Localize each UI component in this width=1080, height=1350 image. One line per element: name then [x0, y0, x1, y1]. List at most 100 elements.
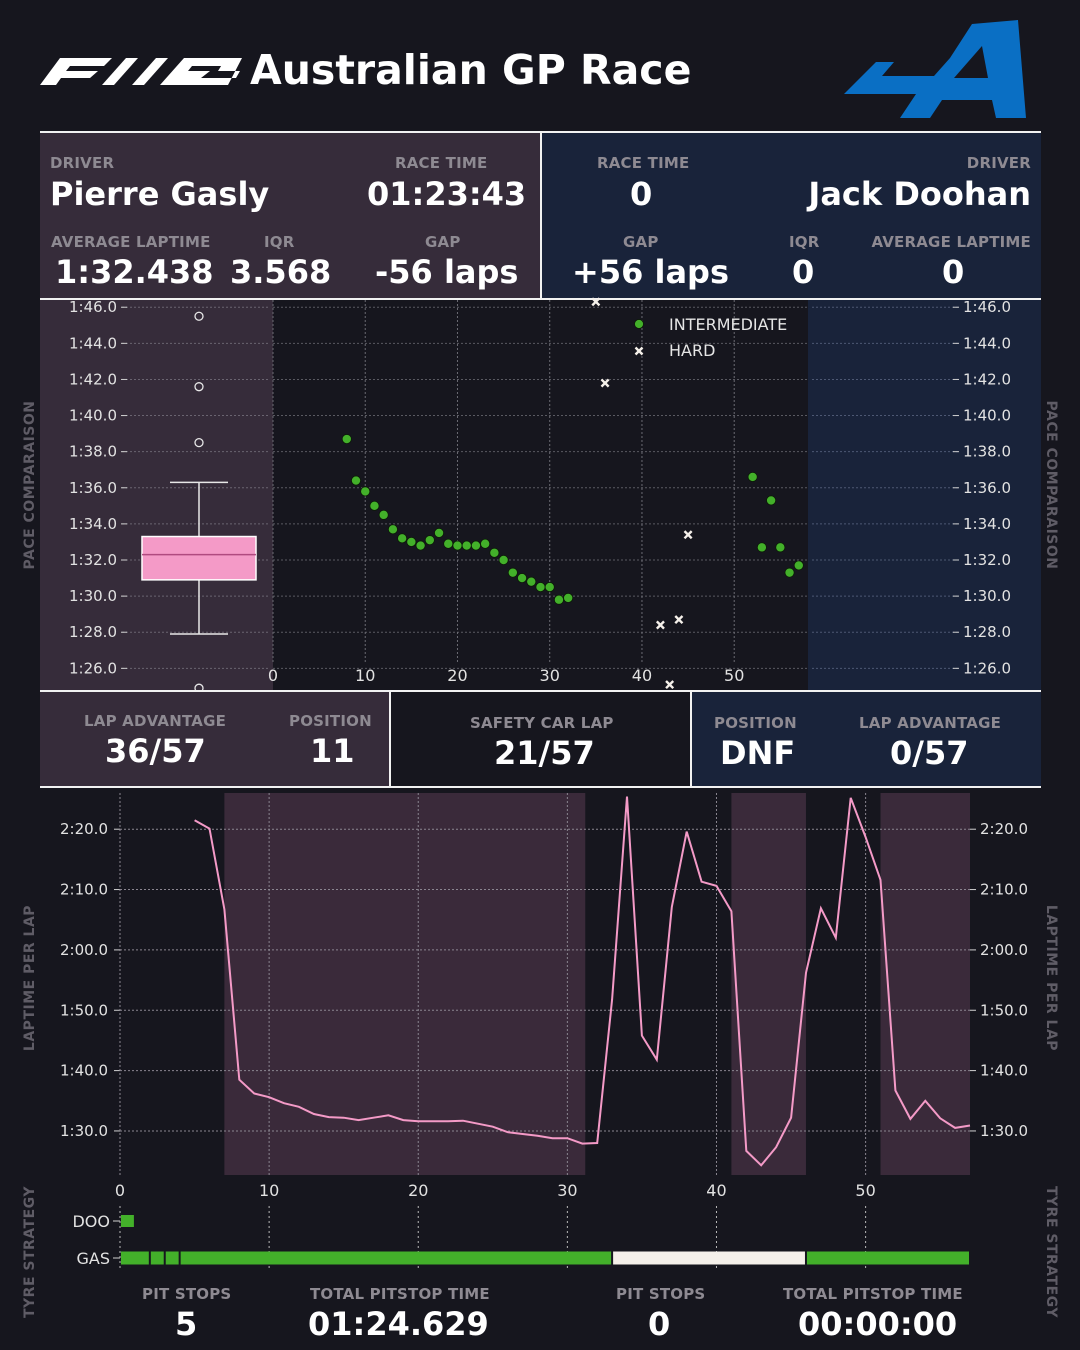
avg-laptime-label: AVERAGE LAPTIME — [51, 233, 211, 251]
gasly-mid-stats: LAP ADVANTAGE 36/57 POSITION 11 — [40, 692, 389, 786]
intermediate-lap-point — [406, 536, 417, 547]
hard-lap-point — [655, 620, 665, 630]
x-tick-label: 30 — [540, 666, 560, 685]
y-tick-label: 1:44.0 — [69, 334, 117, 352]
x-tick-label: 20 — [447, 666, 467, 685]
lap-advantage-value: 0/57 — [890, 734, 969, 772]
hard-marker-stroke — [591, 297, 601, 307]
y-tick-label: 1:46.0 — [963, 298, 1011, 316]
divider — [389, 692, 391, 786]
legend-hard-marker — [634, 346, 644, 356]
intermediate-lap-point — [369, 500, 380, 511]
intermediate-lap-point — [351, 475, 362, 486]
iqr-label: IQR — [264, 233, 295, 251]
lap-advantage-label: LAP ADVANTAGE — [84, 712, 227, 730]
avg-laptime-label: AVERAGE LAPTIME — [871, 233, 1031, 251]
iqr-value: 3.568 — [230, 253, 332, 291]
intermediate-lap-point — [397, 533, 408, 544]
tyre-stint-intermediate — [806, 1251, 969, 1265]
y-tick-label: 1:30.0 — [980, 1122, 1028, 1140]
intermediate-lap-point — [784, 567, 795, 578]
intermediate-lap-point — [507, 567, 518, 578]
y-tick-label: 1:32.0 — [69, 551, 117, 569]
y-tick-label: 2:10.0 — [980, 881, 1028, 899]
boxplot-outlier — [194, 382, 204, 392]
boxplot-panel — [40, 300, 273, 690]
safety-car-stats: SAFETY CAR LAP 21/57 — [391, 692, 690, 786]
x-tick-label: 40 — [632, 666, 652, 685]
intermediate-lap-point — [563, 592, 574, 603]
x-tick-label: 10 — [259, 1181, 279, 1200]
y-tick-label: 1:34.0 — [963, 515, 1011, 533]
intermediate-lap-point — [756, 542, 767, 553]
y-tick-label: 1:34.0 — [69, 515, 117, 533]
y-tick-label: 1:40.0 — [963, 407, 1011, 425]
hard-marker-stroke — [665, 680, 675, 690]
intermediate-lap-point — [434, 527, 445, 538]
boxplot-outlier — [194, 311, 204, 321]
y-tick-label: 1:28.0 — [69, 623, 117, 641]
race-time-label: RACE TIME — [395, 154, 488, 172]
boxplot-box — [141, 535, 257, 581]
race-time-value: 01:23:43 — [367, 175, 527, 213]
y-tick-label: 1:38.0 — [69, 443, 117, 461]
position-label: POSITION — [289, 712, 372, 730]
y-tick-label: 2:00.0 — [60, 941, 108, 959]
y-tick-label: 1:46.0 — [69, 298, 117, 316]
doohan-stats-panel: RACE TIME 0 DRIVER Jack Doohan GAP +56 l… — [542, 133, 1041, 298]
intermediate-lap-point — [341, 434, 352, 445]
hard-lap-point — [600, 378, 610, 388]
safety-car-band — [880, 793, 970, 1175]
doohan-pace-panel — [808, 300, 1041, 690]
driver-label: DRIVER — [50, 154, 115, 172]
boxplot-outlier — [194, 437, 204, 448]
legend-intermediate-label: INTERMEDIATE — [669, 315, 787, 334]
legend-intermediate-marker — [634, 319, 644, 329]
x-tick-label: 30 — [557, 1181, 577, 1200]
total-pit-time-label: TOTAL PITSTOP TIME — [783, 1285, 963, 1303]
gap-label: GAP — [623, 233, 659, 251]
intermediate-lap-point — [387, 524, 398, 535]
lap-advantage-value: 36/57 — [105, 732, 206, 770]
y-tick-label: 1:44.0 — [963, 334, 1011, 352]
hard-lap-point — [674, 615, 684, 625]
x-tick-label: 0 — [115, 1181, 125, 1200]
y-tick-label: 1:30.0 — [963, 587, 1011, 605]
y-tick-label: 1:28.0 — [963, 623, 1011, 641]
pace-legend: INTERMEDIATE HARD — [634, 315, 787, 360]
doohan-mid-stats: POSITION DNF LAP ADVANTAGE 0/57 — [692, 692, 1041, 786]
iqr-label: IQR — [789, 233, 820, 251]
laptime-side-label-right: LAPTIME PER LAP — [1043, 904, 1059, 1052]
divider — [540, 133, 542, 298]
y-tick-label: 2:10.0 — [60, 881, 108, 899]
y-tick-label: 1:32.0 — [963, 551, 1011, 569]
y-tick-label: 1:26.0 — [963, 659, 1011, 677]
y-tick-label: 2:20.0 — [60, 820, 108, 838]
avg-laptime-value: 0 — [942, 253, 965, 291]
tyre-side-label-left: TYRE STRATEGY — [22, 1185, 38, 1319]
tyre-stint-intermediate — [180, 1251, 612, 1265]
x-tick-label: 20 — [408, 1181, 428, 1200]
safety-car-label: SAFETY CAR LAP — [470, 714, 614, 732]
tyre-stint-intermediate — [121, 1251, 149, 1265]
gasly-stats-panel: DRIVER Pierre Gasly RACE TIME 01:23:43 A… — [40, 133, 540, 298]
avg-laptime-value: 1:32.438 — [55, 253, 214, 291]
x-tick-label: 10 — [355, 666, 375, 685]
y-tick-label: 1:40.0 — [980, 1062, 1028, 1080]
y-tick-label: 1:30.0 — [69, 587, 117, 605]
race-time-label: RACE TIME — [597, 154, 690, 172]
hard-lap-point — [683, 530, 693, 540]
divider — [40, 131, 1041, 133]
intermediate-lap-point — [517, 573, 528, 584]
tyre-stint-intermediate — [165, 1251, 179, 1265]
y-tick-label: 1:50.0 — [60, 1001, 108, 1019]
pit-stops-value: 5 — [175, 1305, 198, 1343]
driver-name: Jack Doohan — [808, 175, 1031, 213]
intermediate-lap-point — [747, 471, 758, 482]
y-tick-label: 1:40.0 — [69, 407, 117, 425]
gap-label: GAP — [425, 233, 461, 251]
divider — [40, 690, 1041, 692]
y-tick-label: 1:36.0 — [963, 479, 1011, 497]
